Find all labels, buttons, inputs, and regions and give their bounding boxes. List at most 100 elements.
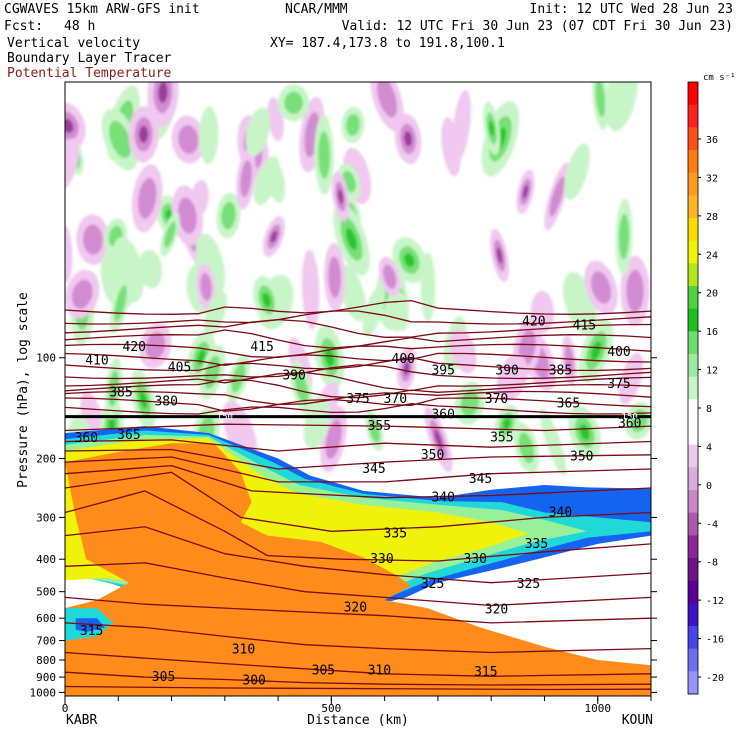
theta-contour [65, 596, 651, 624]
theta-contour-label: 365 [117, 428, 140, 443]
theta-contour [65, 371, 651, 392]
downdraft-core [591, 271, 612, 304]
theta-contours [65, 299, 651, 691]
downdraft-core [71, 279, 93, 309]
updraft-max [590, 341, 602, 361]
tracer-orange [65, 443, 651, 696]
downdraft-region [65, 138, 80, 192]
y-tick-label: 100 [36, 352, 56, 365]
y-tick-label: 700 [36, 635, 56, 648]
theta-contour-label: 360 [75, 431, 98, 446]
downdraft-core [82, 224, 103, 255]
updraft-region [384, 291, 409, 332]
downdraft-core [626, 269, 644, 313]
downdraft-region [496, 354, 528, 402]
colorbar-swatch [688, 490, 698, 514]
theta-contour [65, 403, 651, 415]
header-theta: Potential Temperature [7, 66, 172, 81]
colorbar-swatch [688, 263, 698, 287]
downdraft-core [383, 264, 397, 289]
theta-contour [65, 423, 651, 432]
updraft-core [345, 114, 360, 136]
theta-contour-label: 370 [384, 392, 407, 407]
colorbar-swatch [688, 580, 698, 604]
updraft-max [489, 120, 495, 137]
theta-contour-label: 390 [282, 369, 305, 384]
theta-contour [65, 343, 651, 358]
theta-contour [65, 464, 651, 499]
colorbar-tick-label: -12 [706, 596, 724, 607]
theta-contour-label: 320 [485, 602, 508, 617]
downdraft-max [496, 247, 503, 264]
updraft-max [503, 418, 511, 430]
downdraft-core [137, 177, 157, 219]
theta-contour [65, 318, 651, 338]
theta-contour-label: 410 [85, 354, 108, 369]
updraft-core [518, 432, 535, 464]
colorbar-swatch [688, 195, 698, 219]
colorbar-swatch [688, 467, 698, 491]
theta-contour [65, 310, 651, 325]
theta-contour-label: 420 [522, 315, 545, 330]
downdraft-core [376, 82, 398, 118]
tracer-field [65, 426, 651, 696]
tracer-blue-fringe [75, 618, 105, 632]
colorbar-tick-label: 36 [706, 135, 718, 146]
x-tick-label: 1000 [584, 702, 611, 715]
colorbar-swatch [688, 603, 698, 627]
theta-contour-label: 355 [368, 419, 391, 434]
theta-contour-label: 405 [168, 361, 191, 376]
colorbar-tick-label: -20 [706, 673, 724, 684]
downdraft-max [522, 185, 529, 199]
theta-contour [65, 526, 651, 584]
theta-contour-label: 345 [362, 462, 385, 477]
updraft-region [267, 160, 286, 203]
theta-contour-label: 325 [517, 577, 540, 592]
theta-contour [65, 456, 651, 483]
x-axis-title: Distance (km) [307, 713, 409, 728]
colorbar-swatch [688, 172, 698, 196]
colorbar-swatch [688, 558, 698, 582]
theta-contour-label: 305 [312, 663, 335, 678]
updraft-core [231, 363, 246, 393]
colorbar-swatch [688, 150, 698, 174]
updraft-core [460, 390, 479, 417]
theta-contour [65, 299, 651, 315]
theta-contour-label: 360 [618, 416, 641, 431]
y-tick-label: 500 [36, 586, 56, 599]
theta-contour [65, 448, 651, 470]
colorbar-swatch [688, 331, 698, 355]
theta-contour-label: 315 [474, 665, 497, 680]
downdraft-max [158, 82, 168, 103]
header-valid: Valid: 12 UTC Fri 30 Jun 23 (07 CDT Fri … [342, 19, 733, 34]
updraft-region [362, 285, 386, 337]
downdraft-max [139, 125, 149, 143]
x-tick-label: 500 [321, 702, 341, 715]
downdraft-max [270, 230, 278, 243]
updraft-core [618, 213, 630, 260]
theta-contour-label: 340 [549, 505, 572, 520]
theta-contour-label: 340 [431, 491, 454, 506]
theta-contour-label: 320 [344, 601, 367, 616]
colorbar-swatch [688, 422, 698, 446]
updraft-region [605, 82, 639, 132]
x-tick-label: 0 [62, 702, 69, 715]
downdraft-region [301, 249, 320, 329]
theta-contour-label: 325 [421, 577, 444, 592]
colorbar-swatch [688, 626, 698, 650]
updraft-core [284, 91, 303, 115]
theta-contour [65, 562, 651, 607]
colorbar-swatch [688, 218, 698, 242]
updraft-region [199, 106, 219, 165]
colorbar-swatch [688, 399, 698, 423]
downdraft-core [200, 272, 212, 301]
colorbar-tick-label: 16 [706, 327, 718, 338]
updraft-core [294, 371, 309, 404]
header-fcst-label: Fcst: [4, 19, 43, 34]
theta-contour-label: 335 [525, 537, 548, 552]
colorbar: 36 32 28 24 20 16 12 8 4 0 -4 -8 -12 -16 -20 [687, 81, 724, 695]
updraft-max [262, 292, 271, 308]
colorbar-units: cm s⁻¹ [703, 73, 736, 83]
colorbar-tick-label: 24 [706, 250, 718, 261]
colorbar-swatch [688, 376, 698, 400]
